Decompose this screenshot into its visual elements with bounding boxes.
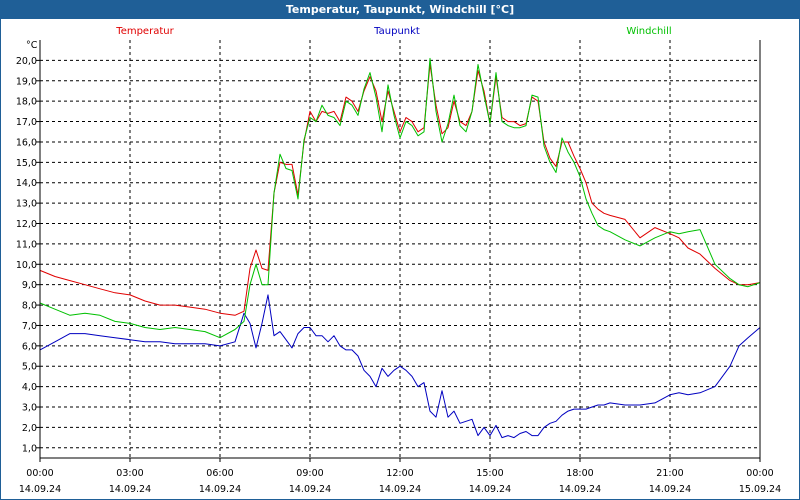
x-tick-time: 00:00 xyxy=(746,468,773,479)
y-tick-label: 9,0 xyxy=(22,280,37,291)
y-tick-labels: 1,0 2,0 3,0 4,0 5,0 6,0 7,0 8,0 9,0 10,0 11,0 12,0 1… xyxy=(16,56,40,454)
x-tick-date: 14.09.24 xyxy=(559,484,601,495)
x-tick-time: 06:00 xyxy=(206,468,233,479)
y-tick-label: 19,0 xyxy=(16,76,37,87)
x-tick-date: 14.09.24 xyxy=(289,484,331,495)
y-tick-label: 6,0 xyxy=(22,341,37,352)
y-tick-label: 18,0 xyxy=(16,97,37,108)
x-tick-time: 18:00 xyxy=(566,468,593,479)
y-tick-label: 12,0 xyxy=(16,219,37,230)
y-tick-label: 17,0 xyxy=(16,117,37,128)
y-axis-label: °C xyxy=(26,40,38,51)
y-tick-label: 20,0 xyxy=(16,56,37,67)
y-tick-label: 2,0 xyxy=(22,423,37,434)
x-tick-date: 15.09.24 xyxy=(739,484,781,495)
y-tick-label: 7,0 xyxy=(22,321,37,332)
y-tick-label: 3,0 xyxy=(22,403,37,414)
y-tick-label: 10,0 xyxy=(16,260,37,271)
x-tick-labels: 00:00 14.09.24 03:00 14.09.24 06:00 14.09.24 0… xyxy=(19,458,781,495)
y-tick-label: 16,0 xyxy=(16,137,37,148)
x-tick-date: 14.09.24 xyxy=(469,484,511,495)
y-tick-label: 11,0 xyxy=(16,239,37,250)
y-tick-label: 15,0 xyxy=(16,158,37,169)
series-line-taupunkt xyxy=(39,294,761,439)
x-tick-date: 14.09.24 xyxy=(649,484,691,495)
x-tick-time: 15:00 xyxy=(476,468,503,479)
x-tick-time: 03:00 xyxy=(116,468,143,479)
y-tick-label: 4,0 xyxy=(22,382,37,393)
legend-temperatur: Temperatur xyxy=(115,26,174,37)
x-tick-time: 09:00 xyxy=(296,468,323,479)
y-tick-label: 5,0 xyxy=(22,362,37,373)
x-tick-date: 14.09.24 xyxy=(109,484,151,495)
legend-windchill: Windchill xyxy=(626,26,671,37)
y-tick-label: 13,0 xyxy=(16,199,37,210)
x-tick-date: 14.09.24 xyxy=(379,484,421,495)
y-tick-label: 1,0 xyxy=(22,443,37,454)
series-line-temperatur xyxy=(39,64,761,316)
y-tick-label: 14,0 xyxy=(16,178,37,189)
x-tick-time: 12:00 xyxy=(386,468,413,479)
window-title: Temperatur, Taupunkt, Windchill [°C] xyxy=(1,1,799,19)
y-tick-label: 8,0 xyxy=(22,301,37,312)
series-lines xyxy=(39,57,761,439)
x-tick-time: 21:00 xyxy=(656,468,683,479)
grid-lines xyxy=(40,40,760,458)
legend-taupunkt: Taupunkt xyxy=(373,26,420,37)
series-line-windchill xyxy=(39,57,761,339)
legend: Temperatur Taupunkt Windchill xyxy=(115,26,671,37)
x-tick-time: 00:00 xyxy=(26,468,53,479)
x-tick-date: 14.09.24 xyxy=(199,484,241,495)
x-tick-date: 14.09.24 xyxy=(19,484,61,495)
